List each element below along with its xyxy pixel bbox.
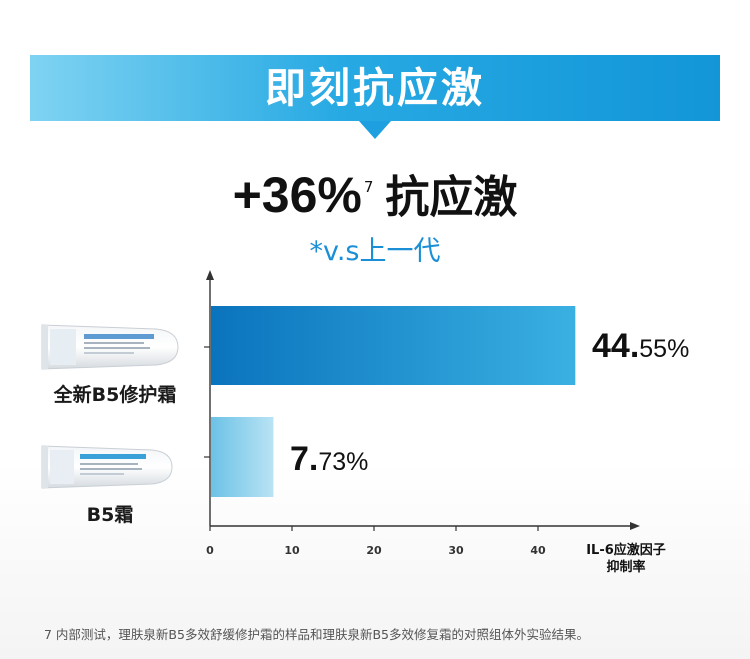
x-tick-label-10: 10 xyxy=(284,544,300,557)
data-label-1: 7.73% xyxy=(290,440,368,478)
headline: +36% 7 抗应激 xyxy=(0,160,750,242)
x-tick-label-0: 0 xyxy=(206,544,214,557)
product-tube-b5-icon xyxy=(41,445,173,489)
x-axis-label-line-0: IL-6应激因子 xyxy=(586,542,666,558)
y-axis-arrow xyxy=(206,270,214,280)
title-banner xyxy=(30,55,720,121)
banner-title: 即刻抗应激 xyxy=(265,64,485,112)
x-tick-label-40: 40 xyxy=(530,544,546,557)
headline-word: 抗应激 xyxy=(385,172,518,223)
x-tick-label-30: 30 xyxy=(448,544,464,557)
headline-value: +36% xyxy=(232,167,362,223)
headline-footnote-ref: 7 xyxy=(363,178,374,196)
bar-0 xyxy=(211,306,576,385)
bar-1 xyxy=(211,417,274,497)
x-axis-arrow xyxy=(630,522,640,530)
x-axis-label-line-1: 抑制率 xyxy=(606,559,645,575)
product-label-b5: B5霜 xyxy=(86,504,134,526)
banner-pointer xyxy=(359,121,391,139)
product-tube-b5plus-icon xyxy=(41,324,179,370)
data-label-0: 44.55% xyxy=(592,327,689,365)
x-tick-label-20: 20 xyxy=(366,544,382,557)
product-label-b5plus: 全新B5修护霜 xyxy=(53,384,177,406)
comparison-note: *v.s上一代 xyxy=(309,236,441,267)
footnote: 7 内部测试，理肤泉新B5多效舒缓修护霜的样品和理肤泉新B5多效修复霜的对照组体… xyxy=(44,627,589,642)
